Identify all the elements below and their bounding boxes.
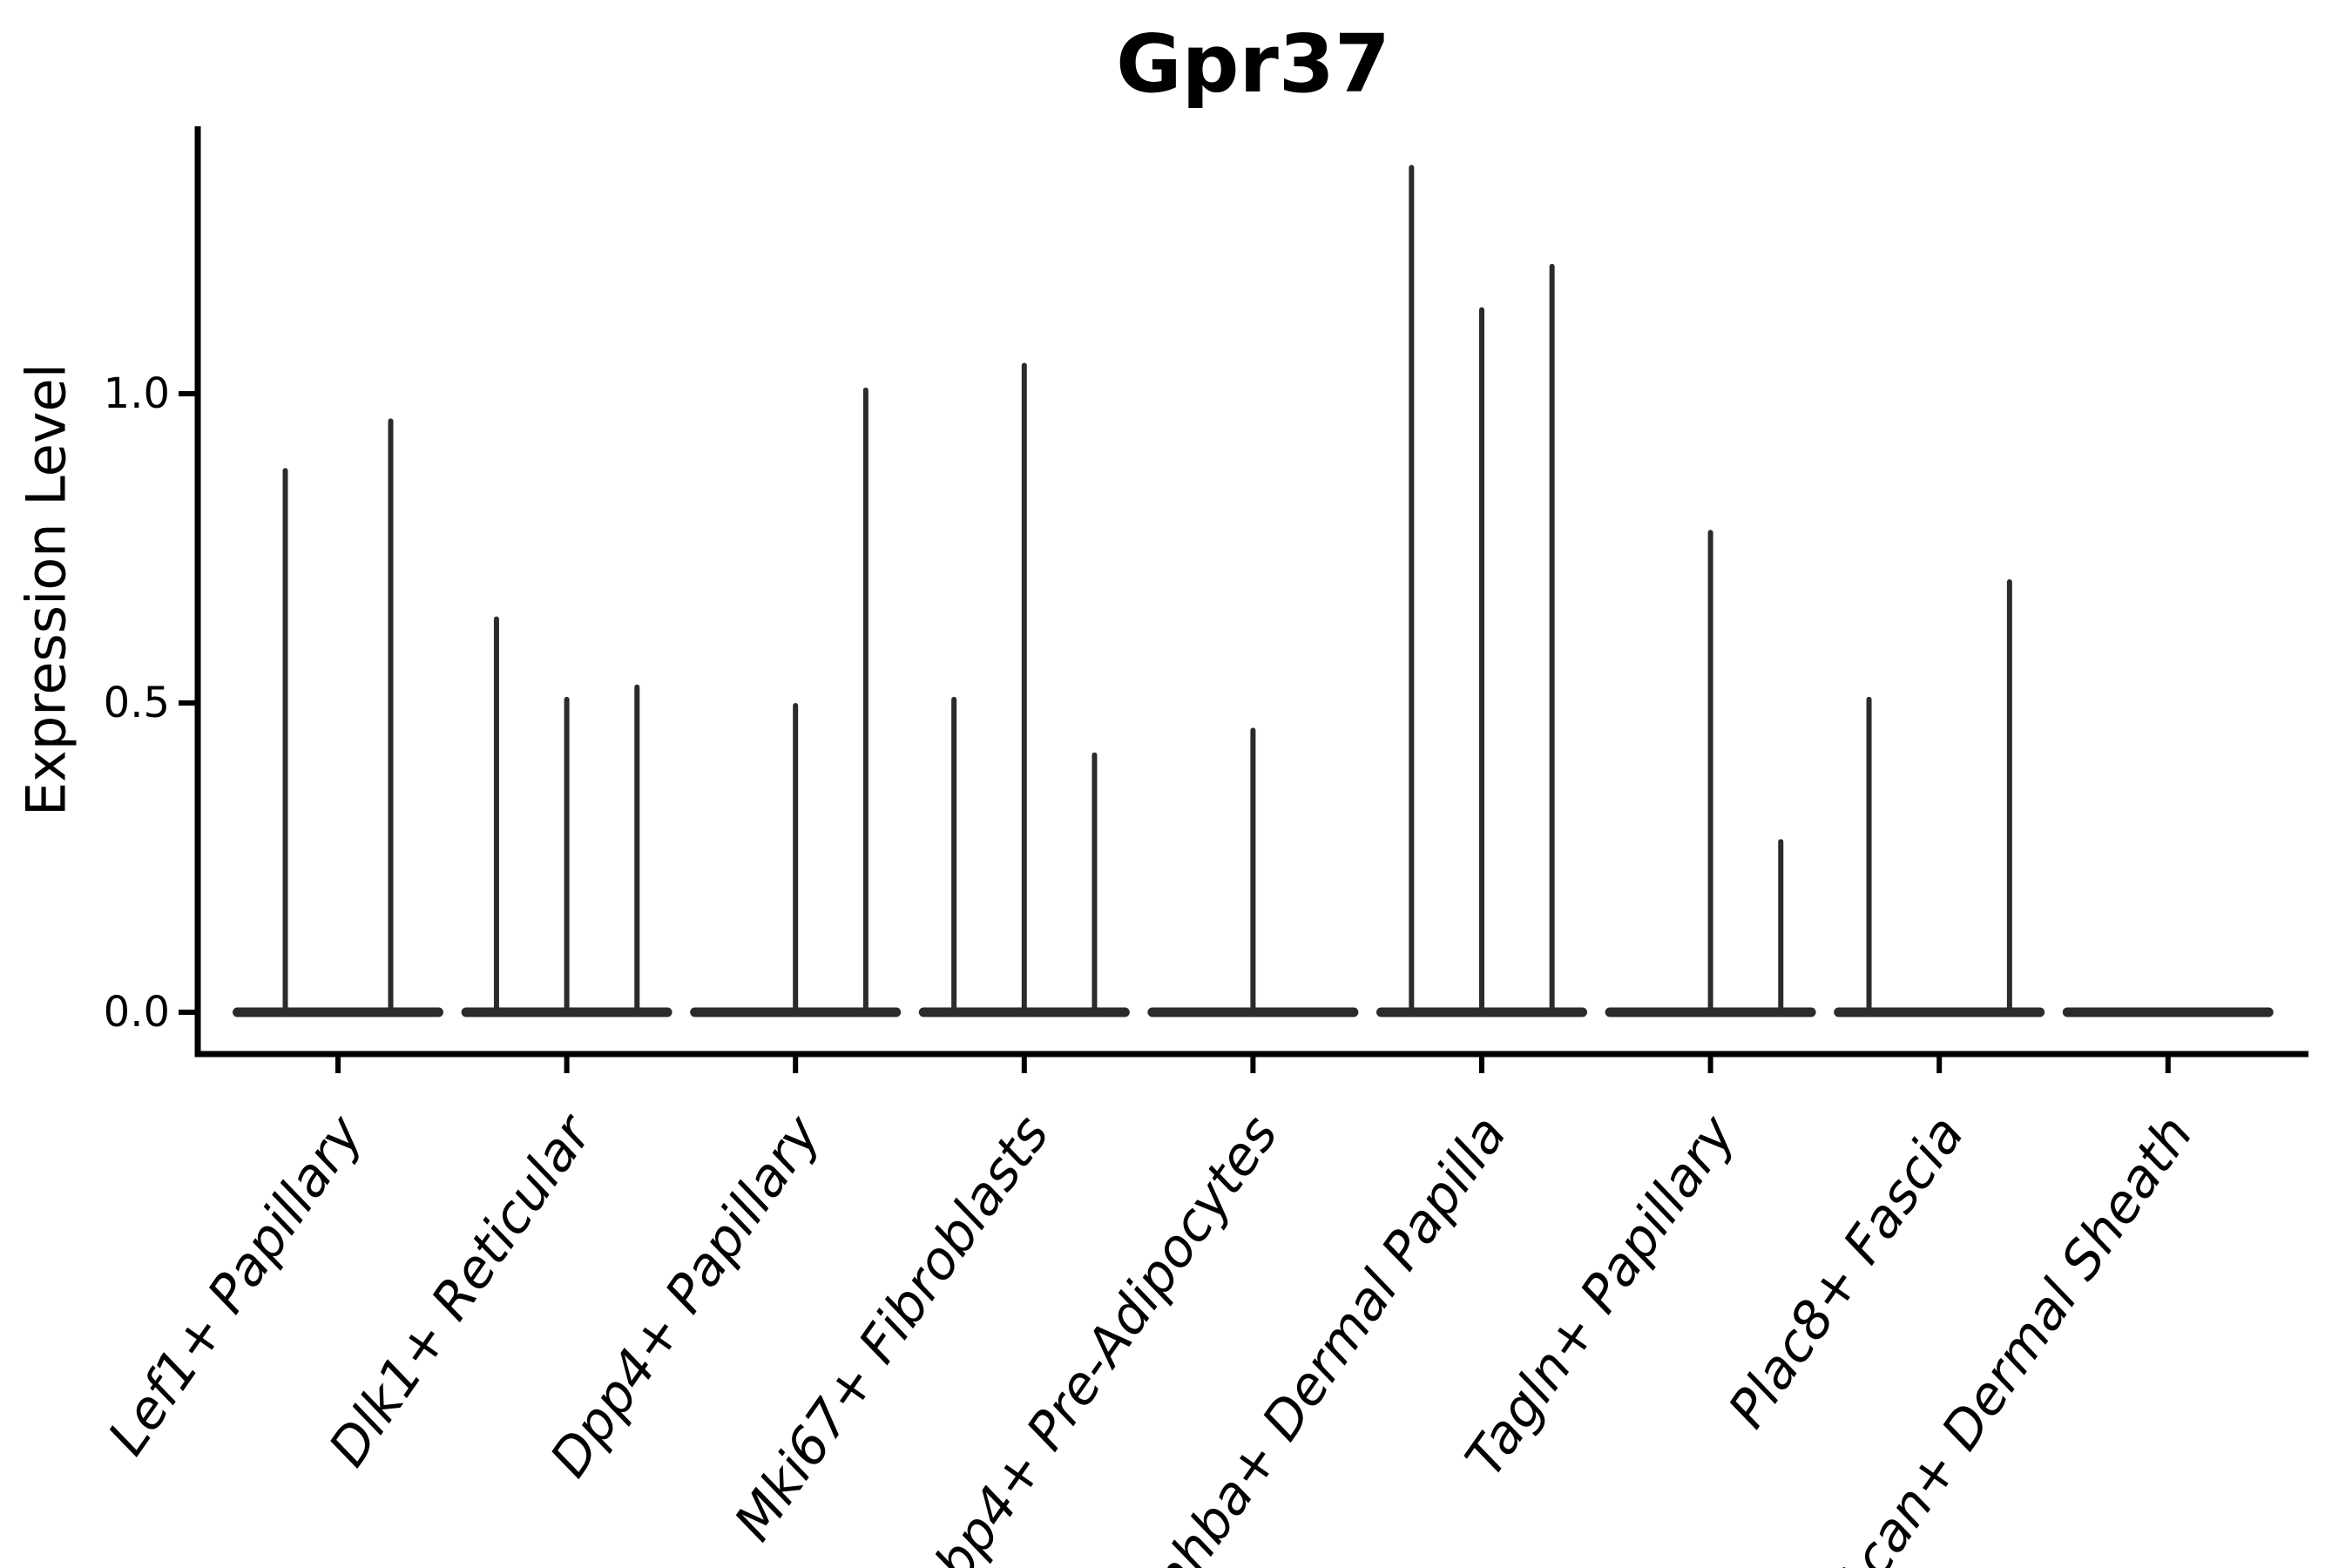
violin-base	[1834, 1007, 2045, 1017]
violin-spike	[1778, 839, 1784, 1012]
violin-spike	[282, 468, 288, 1012]
violin-spike	[1866, 696, 1872, 1012]
x-tick-label: Inhba+ Dermal Papilla	[1132, 1105, 1518, 1568]
violin-spike	[493, 616, 499, 1012]
violin-spike	[564, 696, 570, 1012]
violin-spike	[1250, 727, 1256, 1012]
violin-spike	[1409, 165, 1415, 1013]
y-tick-label: 1.0	[103, 369, 170, 418]
violin-spike	[793, 703, 799, 1012]
y-tick-label: 0.0	[103, 988, 170, 1037]
x-tick-label: Lef1+ Papillary	[97, 1104, 375, 1466]
violin-spike	[1479, 307, 1484, 1013]
violin-base	[690, 1007, 902, 1017]
violin-spike	[862, 387, 868, 1012]
violin-base	[1605, 1007, 1816, 1017]
violin-spike	[388, 418, 394, 1012]
violin-spike	[1549, 263, 1555, 1012]
violin-spike	[1021, 362, 1027, 1012]
y-tick-label: 0.5	[103, 679, 170, 727]
violin-base	[233, 1007, 443, 1017]
violin-spike	[2006, 579, 2012, 1012]
violin-spike	[1707, 530, 1713, 1012]
violin-spike	[951, 696, 957, 1012]
chart-title: Gpr37	[1116, 17, 1390, 111]
x-tick-label: Plac8+ Fascia	[1717, 1105, 1977, 1438]
violin-base	[2062, 1007, 2274, 1017]
violin-spike	[634, 684, 640, 1012]
violin-spike	[1092, 752, 1098, 1012]
